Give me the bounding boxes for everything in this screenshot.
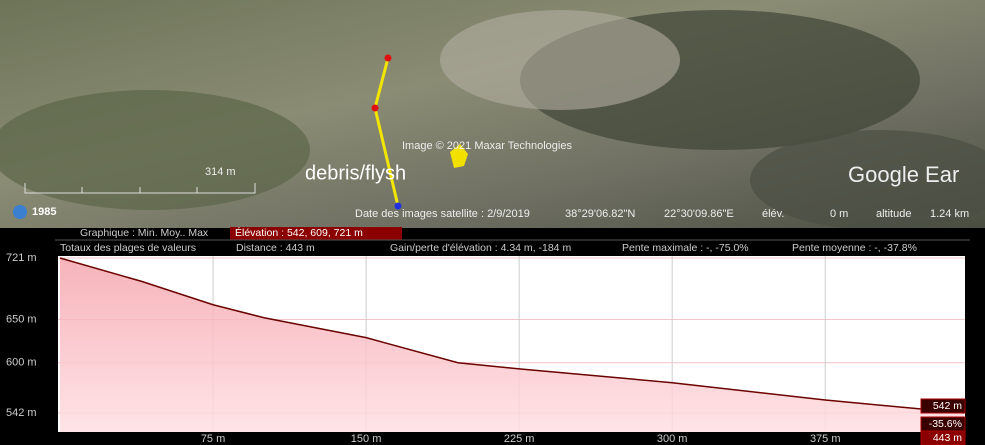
elevation-label: élév. <box>762 208 784 220</box>
header-value[interactable]: Élévation : 542, 609, 721 m <box>235 226 363 239</box>
y-tick-label: 721 m <box>6 252 37 264</box>
elevation-value: 0 m <box>830 208 848 220</box>
credit: Image © 2021 Maxar Technologies <box>402 140 572 152</box>
brand: Google Ear <box>848 162 959 187</box>
header-label: Totaux des plages de valeurs <box>60 242 196 254</box>
x-tick-label: 225 m <box>504 433 535 445</box>
end-label: 443 m <box>933 432 962 444</box>
altitude-label: altitude <box>876 208 911 220</box>
header-value: Pente moyenne : -, -37.8% <box>792 242 917 254</box>
imagery-date: Date des images satellite : 2/9/2019 <box>355 208 530 220</box>
end-label: 542 m <box>933 400 962 412</box>
header-value: Gain/perte d'élévation : 4.34 m, -184 m <box>390 242 571 254</box>
x-tick-label: 150 m <box>351 433 382 445</box>
path-point <box>385 55 392 62</box>
y-tick-label: 650 m <box>6 313 37 325</box>
header-label: Graphique : Min. Moy.. Max <box>80 227 209 239</box>
terrain <box>0 90 310 210</box>
end-label: -35.6% <box>929 418 962 430</box>
y-tick-label: 542 m <box>6 407 37 419</box>
latitude: 38°29'06.82"N <box>565 208 635 220</box>
x-tick-label: 75 m <box>201 433 225 445</box>
terrain <box>440 10 680 110</box>
map[interactable]: debris/flysh Image © 2021 Maxar Technolo… <box>0 0 985 230</box>
x-tick-label: 375 m <box>810 433 841 445</box>
y-tick-label: 600 m <box>6 357 37 369</box>
x-tick-label: 300 m <box>657 433 688 445</box>
screenshot: debris/flysh Image © 2021 Maxar Technolo… <box>0 0 985 445</box>
scale-label: 314 m <box>205 166 236 178</box>
header-value: Distance : 443 m <box>236 242 315 254</box>
altitude-value: 1.24 km <box>930 208 969 220</box>
placemark-label: debris/flysh <box>305 162 406 184</box>
globe-icon[interactable] <box>13 205 27 219</box>
header-value: Pente maximale : -, -75.0% <box>622 242 749 254</box>
path-point <box>372 105 379 112</box>
longitude: 22°30'09.86"E <box>664 208 734 220</box>
year[interactable]: 1985 <box>32 206 56 218</box>
